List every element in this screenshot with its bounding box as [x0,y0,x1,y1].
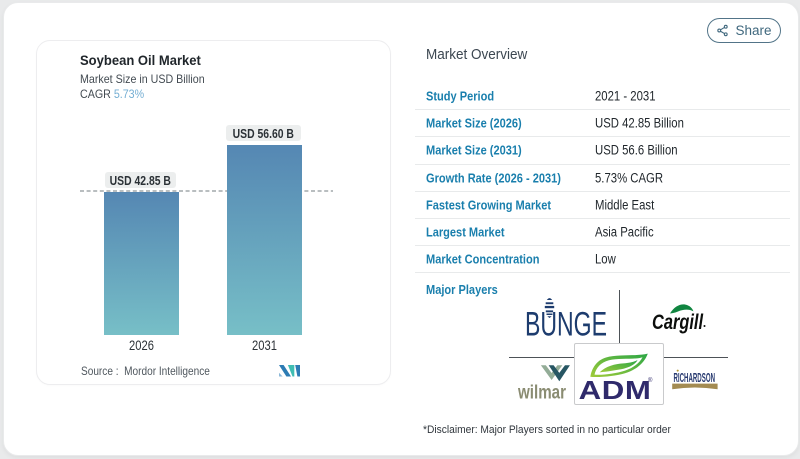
svg-text:Cargill: Cargill [652,311,704,334]
svg-text:RICHARDSON: RICHARDSON [674,371,716,385]
svg-text:BUNGE: BUNGE [525,305,607,337]
svg-text:wilmar: wilmar [517,383,566,401]
